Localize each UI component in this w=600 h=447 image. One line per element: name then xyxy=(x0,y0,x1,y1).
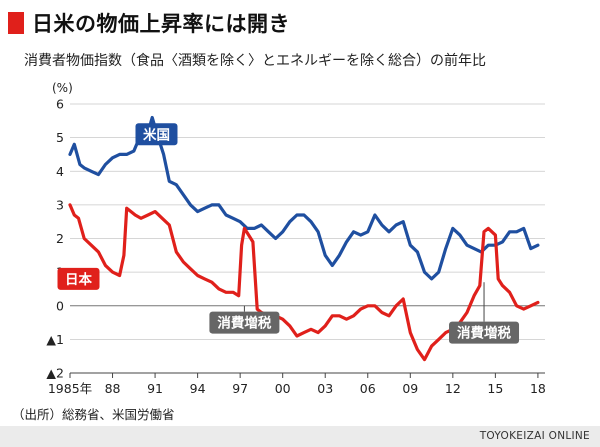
x-tick-label: 18 xyxy=(530,381,546,396)
x-tick-label: 1985年 xyxy=(48,381,92,396)
x-tick-label: 12 xyxy=(445,381,461,396)
source-note: （出所）総務省、米国労働省 xyxy=(12,407,175,422)
title-row: 日米の物価上昇率には開き xyxy=(8,8,290,38)
x-tick-label: 09 xyxy=(402,381,418,396)
brand-label: TOYOKEIZAI ONLINE xyxy=(479,430,590,442)
y-tick-label: ▲2 xyxy=(46,366,64,381)
x-tick-label: 94 xyxy=(190,381,206,396)
x-tick-label: 97 xyxy=(232,381,248,396)
x-tick-label: 06 xyxy=(360,381,376,396)
y-tick-label: 6 xyxy=(56,97,64,112)
y-tick-label: 4 xyxy=(56,164,64,179)
tax-hike-label: 消費増税 xyxy=(217,315,271,332)
x-tick-label: 03 xyxy=(317,381,333,396)
tax-hike-label-box xyxy=(449,321,520,344)
y-tick-label: 2 xyxy=(56,231,64,246)
y-tick-label: 3 xyxy=(56,197,64,212)
japan-series-line xyxy=(68,203,540,362)
tax-hike-label-box xyxy=(209,311,280,334)
x-tick-label: 00 xyxy=(275,381,291,396)
x-tick-label: 91 xyxy=(147,381,163,396)
japan-series-label: 日本 xyxy=(65,271,92,288)
title-accent-bar xyxy=(8,12,24,34)
tax-hike-label: 消費増税 xyxy=(457,325,511,342)
y-tick-label: ▲1 xyxy=(46,332,64,347)
y-unit-label: (%) xyxy=(52,81,73,95)
chart-title: 日米の物価上昇率には開き xyxy=(32,12,290,36)
footer-band xyxy=(0,426,600,447)
y-tick-label: 5 xyxy=(56,130,64,145)
x-tick-label: 15 xyxy=(487,381,503,396)
line-chart: ▲2▲10123456(%)1985年889194970003060912151… xyxy=(46,81,546,396)
japan-series-label-box xyxy=(57,267,100,290)
us-series-label-box xyxy=(135,123,178,146)
y-tick-label: 0 xyxy=(56,298,64,313)
chart-subtitle: 消費者物価指数（食品〈酒類を除く〉とエネルギーを除く総合）の前年比 xyxy=(24,53,486,69)
x-tick-label: 88 xyxy=(105,381,121,396)
us-series-label: 米国 xyxy=(143,126,170,143)
